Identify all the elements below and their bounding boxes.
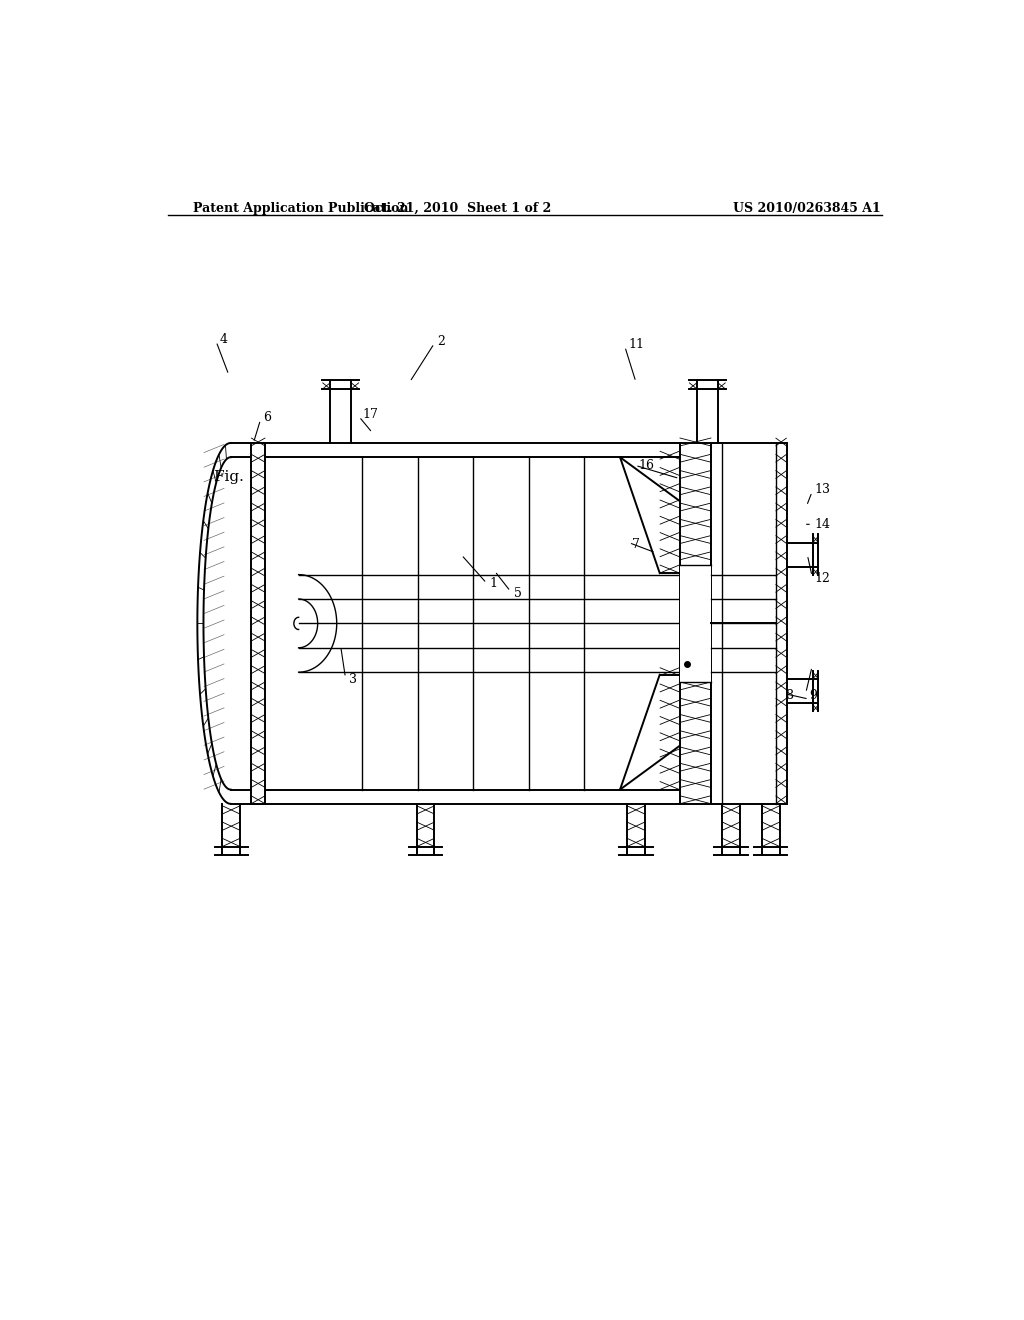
Text: 14: 14 [814, 517, 830, 531]
Bar [680, 565, 712, 682]
Bar [712, 444, 786, 804]
Text: Patent Application Publication: Patent Application Publication [194, 202, 409, 215]
Text: 3: 3 [348, 673, 356, 686]
Text: 13: 13 [814, 483, 830, 496]
Text: 16: 16 [638, 459, 654, 471]
Bar [209, 457, 680, 789]
Text: 9: 9 [809, 689, 817, 701]
Text: 5: 5 [514, 587, 521, 599]
Text: 15: 15 [687, 546, 703, 560]
Text: Oct. 21, 2010  Sheet 1 of 2: Oct. 21, 2010 Sheet 1 of 2 [364, 202, 551, 215]
Text: 7: 7 [632, 539, 640, 552]
Text: 11: 11 [628, 338, 644, 351]
Text: 6: 6 [263, 411, 271, 424]
Text: 10: 10 [699, 657, 716, 671]
Text: 1: 1 [489, 577, 498, 590]
Bar [251, 444, 265, 804]
Text: 17: 17 [362, 408, 378, 421]
Text: Fig. 1: Fig. 1 [214, 470, 258, 484]
Text: 12: 12 [814, 572, 830, 585]
Text: 4: 4 [219, 333, 227, 346]
Bar [680, 444, 712, 804]
Text: 8: 8 [785, 689, 794, 701]
Text: 2: 2 [437, 335, 445, 348]
Text: US 2010/0263845 A1: US 2010/0263845 A1 [733, 202, 881, 215]
